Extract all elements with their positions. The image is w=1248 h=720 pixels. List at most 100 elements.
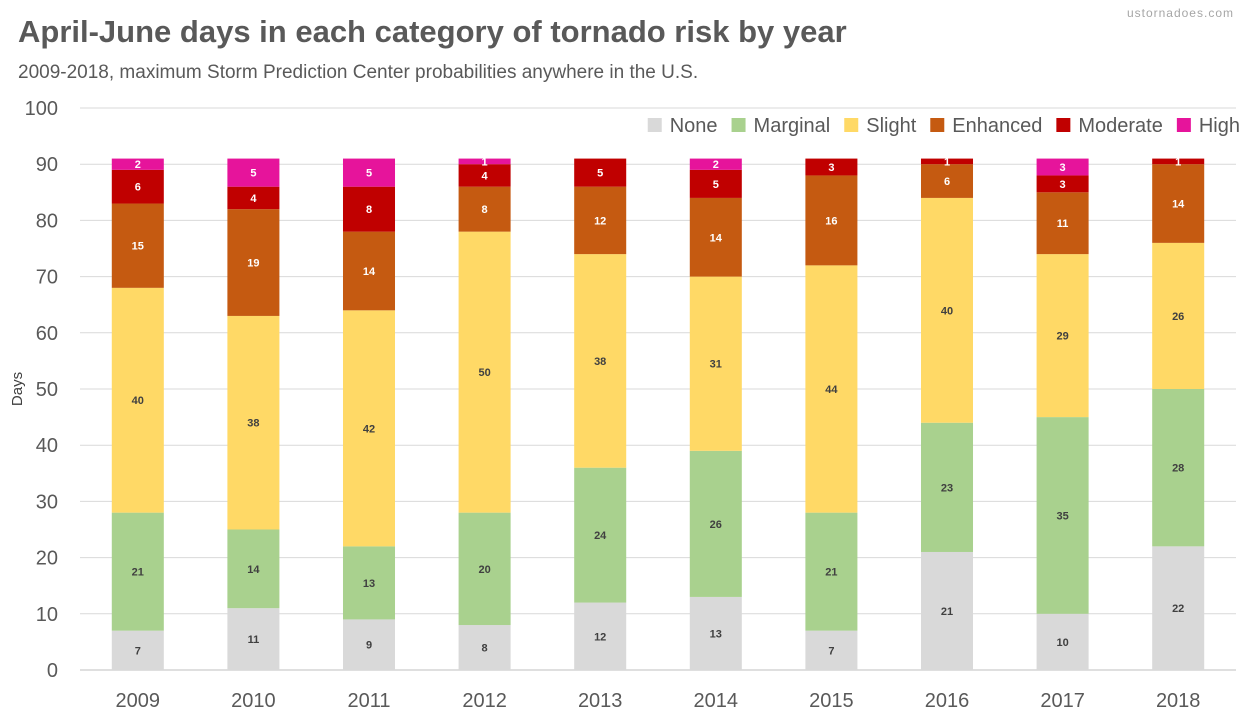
y-axis-ticks: 0 10 20 30 40 50 60 70 80 90 100 — [25, 98, 58, 682]
data-label: 40 — [132, 395, 144, 407]
legend-label: Slight — [866, 115, 916, 137]
bar-segment-slight — [458, 231, 511, 513]
data-label: 26 — [710, 519, 722, 531]
y-tick-label: 90 — [36, 154, 58, 176]
data-label: 14 — [247, 564, 260, 576]
data-label: 8 — [366, 204, 372, 216]
bar-segment-marginal — [574, 467, 627, 603]
data-label: 16 — [825, 215, 837, 227]
data-label: 14 — [363, 266, 376, 278]
bar-segment-moderate — [920, 158, 974, 165]
x-tick-label: 2013 — [578, 690, 623, 712]
bar-segment-marginal — [458, 512, 511, 626]
y-tick-label: 70 — [36, 267, 58, 289]
bar-segment-high — [689, 158, 742, 170]
data-label: 8 — [482, 643, 488, 655]
data-label: 3 — [828, 162, 834, 174]
y-tick-label: 40 — [36, 435, 58, 457]
y-tick-label: 80 — [36, 210, 58, 232]
y-tick-label: 20 — [36, 548, 58, 570]
bar-segment-moderate — [111, 169, 164, 204]
bar-segment-none — [227, 608, 280, 670]
data-label: 12 — [594, 215, 606, 227]
data-label: 7 — [828, 645, 834, 657]
data-label: 26 — [1172, 311, 1184, 323]
data-label: 14 — [1172, 199, 1185, 211]
data-label: 14 — [710, 232, 723, 244]
data-label: 24 — [594, 530, 607, 542]
data-label: 38 — [594, 356, 606, 368]
data-label: 29 — [1056, 331, 1068, 343]
data-label: 5 — [713, 179, 719, 191]
data-label: 3 — [1060, 162, 1066, 174]
bar-segment-marginal — [920, 422, 974, 552]
bar-segment-none — [689, 596, 742, 670]
bar-segment-slight — [1036, 254, 1089, 418]
y-tick-label: 60 — [36, 323, 58, 345]
bar-segment-slight — [805, 265, 858, 513]
bar-segment-enhanced — [805, 175, 858, 266]
legend-label: Enhanced — [952, 115, 1042, 137]
legend-item-moderate: Moderate — [1056, 115, 1163, 137]
legend-swatch — [930, 118, 945, 132]
bar-segment-high — [111, 158, 164, 170]
bar-segment-marginal — [342, 546, 396, 620]
data-label: 9 — [366, 640, 372, 652]
bar-segment-slight — [342, 310, 396, 547]
bar-segment-none — [1036, 613, 1089, 670]
x-axis-ticks: 2009 2010 2011 2012 2013 2014 2015 2016 2017 2018 — [116, 690, 1201, 712]
chart-subtitle: 2009-2018, maximum Storm Prediction Cent… — [18, 62, 699, 83]
bar-segment-moderate — [227, 186, 280, 210]
data-label: 13 — [710, 628, 722, 640]
bar-segment-moderate — [342, 186, 396, 232]
site-credit: ustornadoes.com — [1126, 6, 1234, 20]
data-label: 7 — [135, 645, 141, 657]
bar-segment-slight — [689, 276, 742, 451]
bar-segment-slight — [1152, 242, 1205, 389]
data-label: 19 — [247, 258, 259, 270]
bar-segment-moderate — [689, 169, 742, 198]
bar-segment-slight — [574, 254, 627, 468]
y-axis-label: Days — [9, 372, 26, 406]
data-label: 38 — [247, 418, 259, 430]
bar-segment-enhanced — [689, 197, 742, 277]
legend-label: Marginal — [754, 115, 831, 137]
legend: None Marginal Slight Enhanced Moderate High — [647, 115, 1240, 137]
data-label: 12 — [594, 631, 606, 643]
data-label: 21 — [941, 606, 953, 618]
x-tick-label: 2011 — [347, 690, 390, 712]
data-label: 5 — [597, 168, 603, 180]
bar-segment-high — [227, 158, 280, 187]
legend-swatch — [1056, 118, 1071, 132]
data-label: 4 — [250, 193, 257, 205]
data-label: 42 — [363, 423, 375, 435]
legend-item-none: None — [647, 115, 718, 137]
data-label: 2 — [713, 159, 719, 171]
data-label: 15 — [132, 241, 144, 253]
x-tick-label: 2012 — [462, 690, 507, 712]
bar-segment-marginal — [227, 529, 280, 609]
data-label: 21 — [132, 567, 144, 579]
data-label: 50 — [478, 367, 490, 379]
bar-segment-enhanced — [458, 186, 511, 232]
data-label: 5 — [366, 168, 372, 180]
data-label: 22 — [1172, 603, 1184, 615]
data-label: 20 — [478, 564, 490, 576]
legend-swatch — [647, 118, 662, 132]
bar-segment-none — [111, 630, 164, 670]
data-label: 13 — [363, 578, 375, 590]
legend-item-marginal: Marginal — [731, 115, 831, 137]
bar-segment-moderate — [1152, 158, 1205, 165]
data-label: 11 — [1057, 218, 1069, 230]
bar-segment-slight — [227, 315, 280, 530]
y-tick-label: 30 — [36, 491, 58, 513]
bar-segment-none — [805, 630, 858, 670]
data-label: 3 — [1060, 179, 1066, 191]
bar-segment-high — [342, 158, 396, 187]
data-label: 4 — [482, 170, 489, 182]
bar-segment-moderate — [574, 158, 627, 187]
data-label: 8 — [482, 204, 488, 216]
bar-segment-marginal — [689, 450, 742, 597]
data-label: 11 — [248, 634, 260, 646]
bar-segment-enhanced — [342, 231, 396, 311]
